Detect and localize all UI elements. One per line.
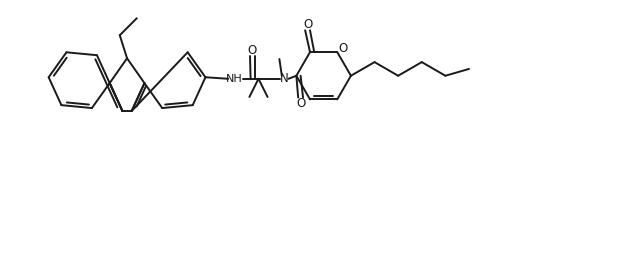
Text: O: O <box>248 44 257 57</box>
Text: O: O <box>296 96 305 110</box>
Text: O: O <box>338 42 347 55</box>
Text: N: N <box>280 72 289 85</box>
Text: NH: NH <box>226 74 243 84</box>
Text: O: O <box>303 18 312 31</box>
